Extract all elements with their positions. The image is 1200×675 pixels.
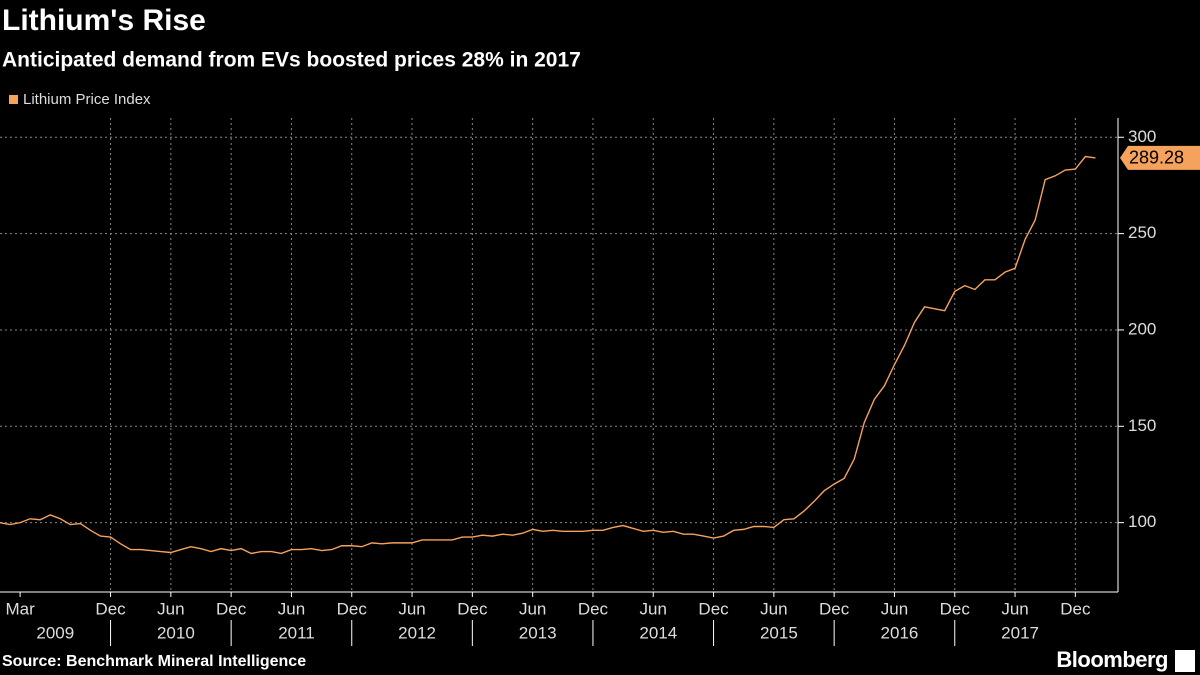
source: Source: Benchmark Mineral Intelligence [2, 653, 306, 670]
last-value-box [1120, 145, 1200, 170]
x-tick-label: Dec [457, 599, 488, 618]
x-tick-label: Jun [1001, 599, 1028, 618]
brand: Bloomberg [1056, 647, 1168, 672]
x-tick-label: Mar [5, 599, 35, 618]
year-label: 2015 [760, 623, 798, 642]
year-label: 2009 [36, 623, 74, 642]
x-tick-label: Dec [95, 599, 126, 618]
year-label: 2016 [881, 623, 919, 642]
line-series [0, 155, 1096, 555]
x-tick-label: Jun [760, 599, 787, 618]
x-tick-label: Jun [519, 599, 546, 618]
year-label: 2013 [519, 623, 557, 642]
x-tick-label: Dec [940, 599, 971, 618]
y-tick-label: 300 [1128, 127, 1156, 146]
last-value-label: 289.28 [1129, 148, 1184, 168]
year-label: 2017 [1001, 623, 1039, 642]
brand-icon [1175, 650, 1195, 672]
y-tick-label: 200 [1128, 319, 1156, 338]
year-label: 2011 [278, 623, 315, 642]
x-tick-label: Jun [278, 599, 305, 618]
y-tick-label: 250 [1128, 223, 1156, 242]
year-label: 2014 [639, 623, 677, 642]
x-tick-label: Dec [337, 599, 368, 618]
x-tick-label: Jun [157, 599, 184, 618]
x-tick-label: Dec [698, 599, 729, 618]
chart-subtitle: Anticipated demand from EVs boosted pric… [2, 49, 581, 72]
x-tick-label: Jun [640, 599, 667, 618]
x-tick-label: Dec [216, 599, 247, 618]
y-tick-label: 100 [1128, 512, 1156, 531]
chart-title: Lithium's Rise [2, 4, 206, 37]
x-tick-label: Jun [398, 599, 425, 618]
y-tick-label: 150 [1128, 416, 1156, 435]
legend-label: Lithium Price Index [23, 91, 151, 108]
x-tick-label: Dec [819, 599, 850, 618]
year-label: 2010 [157, 623, 195, 642]
year-label: 2012 [398, 623, 436, 642]
x-tick-label: Dec [1060, 599, 1091, 618]
legend-swatch [9, 95, 18, 104]
x-tick-label: Dec [578, 599, 609, 618]
x-tick-label: Jun [881, 599, 908, 618]
